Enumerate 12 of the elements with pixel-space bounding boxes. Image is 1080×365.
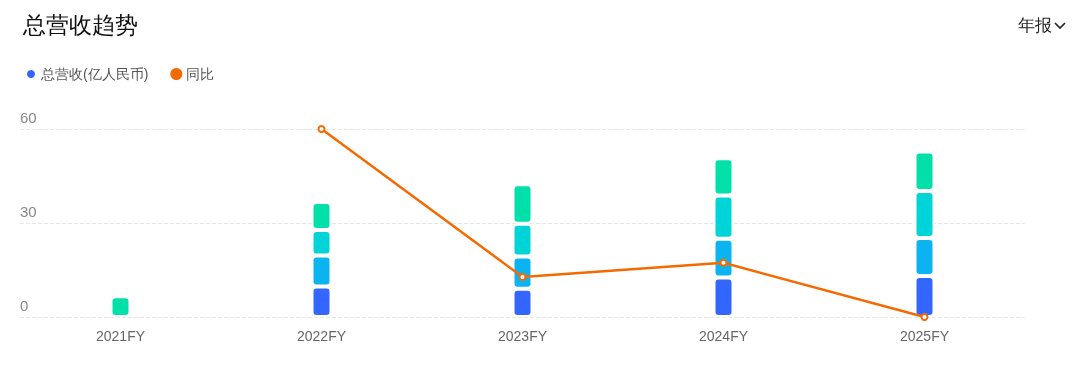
legend-label: 总营收(亿人民币) bbox=[40, 66, 149, 82]
x-tick-label: 2024FY bbox=[698, 328, 749, 344]
x-tick-label: 2025FY bbox=[899, 328, 950, 344]
text: 年报 bbox=[1018, 14, 1052, 37]
chart-title: 总营收趋势 bbox=[22, 11, 138, 38]
y-tick-label: 30 bbox=[20, 203, 37, 220]
y-tick-label: 60 bbox=[20, 109, 37, 126]
x-tick-label: 2022FY bbox=[296, 328, 347, 344]
y-tick-label: 0 bbox=[20, 297, 29, 314]
x-tick-label: 2023FY bbox=[497, 328, 548, 344]
x-tick-label: 2021FY bbox=[95, 328, 146, 344]
legend-label: 同比 bbox=[186, 66, 215, 82]
